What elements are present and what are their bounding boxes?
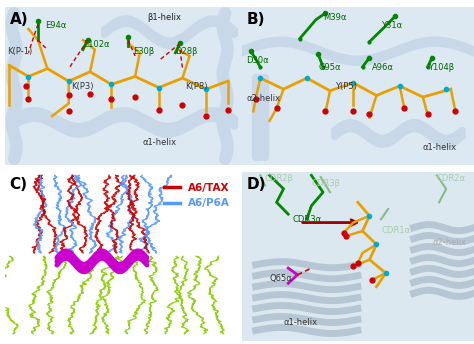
Text: A): A) (9, 12, 28, 26)
Text: D): D) (246, 177, 266, 192)
Text: α2-helix: α2-helix (432, 238, 466, 247)
Text: M39α: M39α (323, 13, 346, 22)
Text: B): B) (246, 12, 265, 26)
Text: Y104β: Y104β (428, 63, 454, 72)
Text: Y31α: Y31α (381, 21, 402, 30)
Text: CDR1α: CDR1α (381, 226, 410, 236)
Text: K(P8): K(P8) (185, 82, 207, 90)
Text: G95α: G95α (319, 63, 341, 72)
Text: α2-helix: α2-helix (246, 94, 281, 103)
Text: K(P3): K(P3) (71, 82, 93, 90)
Text: Y(P5): Y(P5) (335, 82, 356, 90)
Text: CDR2α: CDR2α (437, 174, 466, 183)
Text: α1-helix: α1-helix (142, 139, 176, 148)
Text: CDR3β: CDR3β (311, 179, 340, 188)
Text: E102α: E102α (83, 40, 109, 49)
Text: A96α: A96α (372, 63, 394, 72)
Text: β1-helix: β1-helix (147, 13, 181, 22)
Text: α1-helix: α1-helix (283, 318, 318, 326)
Text: α1-helix: α1-helix (423, 143, 457, 152)
Text: E30β: E30β (133, 47, 154, 56)
Text: D30α: D30α (246, 56, 269, 65)
Text: D28β: D28β (175, 47, 198, 56)
Text: K(P-1): K(P-1) (7, 47, 32, 56)
Text: E94α: E94α (45, 21, 66, 30)
Text: CDR2β: CDR2β (265, 174, 294, 183)
Text: Q65α: Q65α (270, 274, 292, 283)
Text: CDR3α: CDR3α (293, 215, 322, 224)
Legend: A6/TAX, A6/P6A: A6/TAX, A6/P6A (160, 179, 234, 213)
Text: C): C) (9, 177, 27, 192)
